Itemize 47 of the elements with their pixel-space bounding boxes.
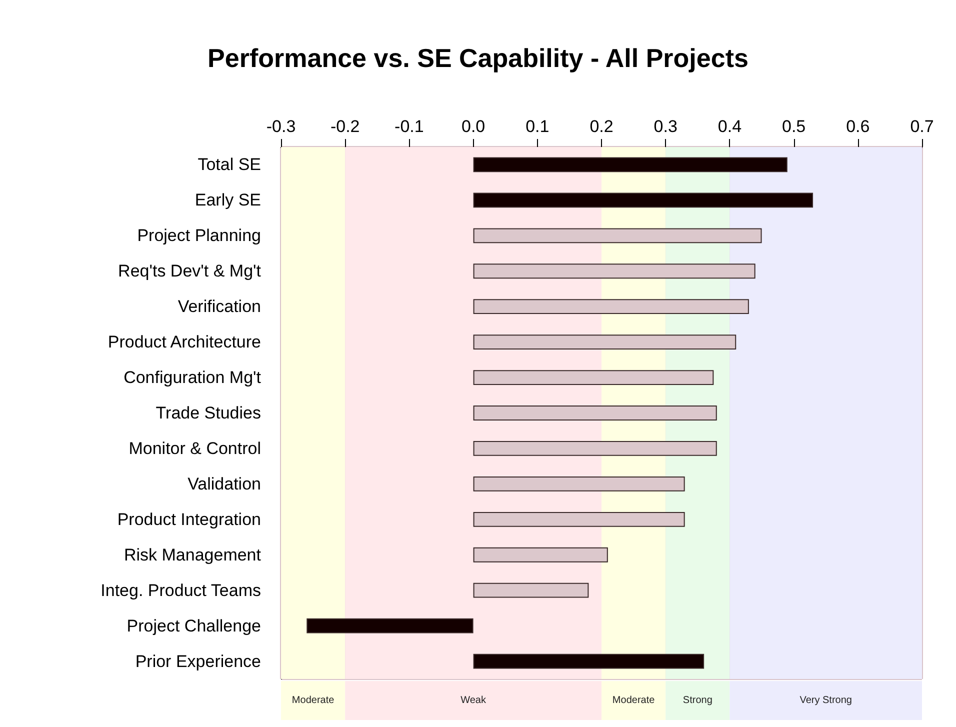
x-tick-label: -0.1 bbox=[394, 117, 424, 136]
y-tick-label: Verification bbox=[178, 297, 261, 316]
band-label: Weak bbox=[460, 695, 487, 706]
y-tick-label: Risk Management bbox=[124, 545, 262, 564]
x-tick-label: -0.3 bbox=[266, 117, 296, 136]
x-tick-label: 0.0 bbox=[461, 117, 486, 136]
y-tick-label: Configuration Mg't bbox=[124, 368, 262, 388]
band-label: Moderate bbox=[612, 695, 656, 706]
x-tick-label: 0.5 bbox=[782, 117, 806, 136]
y-tick-label: Early SE bbox=[194, 190, 261, 210]
bar bbox=[473, 264, 756, 279]
bar bbox=[473, 228, 762, 244]
x-tick-label: 0.3 bbox=[654, 117, 678, 136]
y-tick-label: Req'ts Dev't & Mg't bbox=[118, 262, 262, 281]
bar bbox=[473, 441, 717, 456]
y-tick-label: Product Integration bbox=[117, 510, 261, 529]
y-tick-label: Validation bbox=[188, 474, 261, 494]
y-tick-label: Project Planning bbox=[137, 226, 261, 246]
chart-title: Performance vs. SE Capability - All Projects bbox=[208, 43, 748, 73]
x-tick-label: 0.2 bbox=[590, 117, 614, 136]
bar bbox=[473, 582, 589, 598]
x-tick-label: 0.6 bbox=[846, 117, 870, 136]
bar bbox=[473, 476, 685, 492]
bar bbox=[473, 370, 714, 385]
x-tick-label: 0.1 bbox=[526, 117, 550, 136]
x-tick-label: 0.4 bbox=[718, 117, 742, 136]
bar bbox=[473, 654, 704, 669]
y-tick-label: Total SE bbox=[198, 155, 261, 174]
bar bbox=[473, 547, 608, 562]
band-label: Strong bbox=[682, 695, 712, 706]
band-label: Very Strong bbox=[800, 695, 852, 706]
band-label: Moderate bbox=[292, 695, 335, 706]
y-tick-label: Integ. Product Teams bbox=[100, 580, 261, 600]
y-tick-label: Product Architecture bbox=[108, 332, 261, 352]
x-tick-label: -0.2 bbox=[330, 117, 360, 136]
bar bbox=[473, 157, 788, 172]
bar bbox=[473, 512, 685, 527]
bar bbox=[473, 406, 717, 420]
y-tick-label: Monitor & Control bbox=[128, 438, 261, 458]
y-tick-label: Project Challenge bbox=[126, 616, 261, 636]
y-tick-label: Prior Experience bbox=[135, 652, 261, 671]
bar bbox=[473, 334, 736, 350]
y-tick-label: Trade Studies bbox=[156, 404, 261, 422]
bar bbox=[306, 618, 474, 634]
bar bbox=[473, 299, 749, 314]
x-tick-label: 0.7 bbox=[910, 117, 934, 136]
bar bbox=[473, 192, 814, 208]
